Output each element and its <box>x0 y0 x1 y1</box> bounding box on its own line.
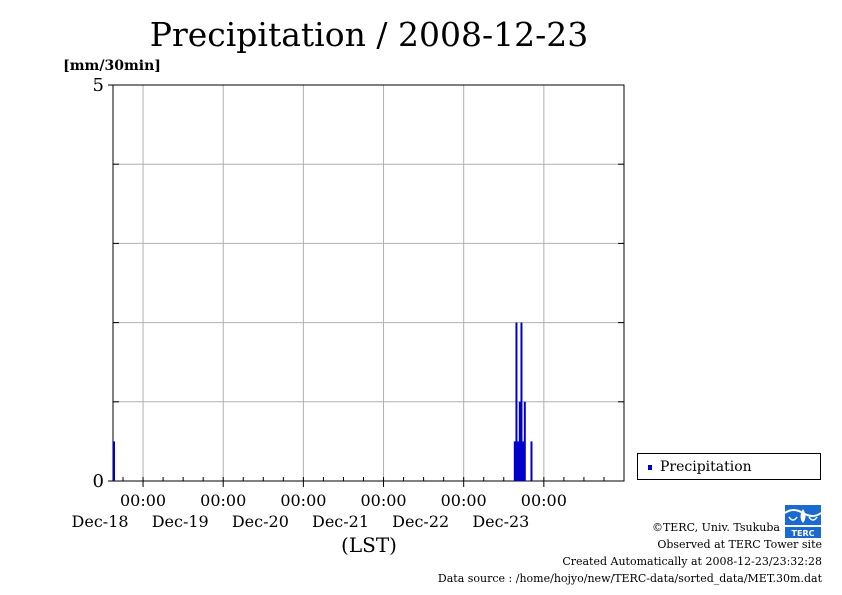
legend-label-precipitation: Precipitation <box>660 459 752 475</box>
x-tick-labels: 00:00 Dec-18 00:00 Dec-19 00:00 Dec-20 00:00 De… <box>72 491 567 531</box>
axis-ticks <box>108 84 625 487</box>
plot-frame <box>112 84 625 482</box>
x-tick-label-time: 00:00 <box>200 491 246 510</box>
legend: Precipitation <box>637 453 821 480</box>
x-tick-label-date: Dec-21 <box>312 512 369 531</box>
x-tick-label-date: Dec-20 <box>232 512 289 531</box>
footer-source: Data source : /home/hojyo/new/TERC-data/… <box>437 572 822 585</box>
chart-title: Precipitation / 2008-12-23 <box>150 15 588 54</box>
footer-observed: Observed at TERC Tower site <box>657 538 822 551</box>
logo-text: TERC <box>792 529 815 538</box>
bar-precipitation <box>517 441 520 481</box>
footer-created: Created Automatically at 2008-12-23/23:3… <box>562 555 822 568</box>
grid-lines <box>113 85 624 481</box>
bar-precipitation <box>515 322 518 481</box>
bar-precipitation <box>530 441 533 481</box>
x-tick-label-date: Dec-22 <box>392 512 449 531</box>
bar-precipitation <box>523 401 526 481</box>
bar-precipitation <box>518 401 521 481</box>
bar-precipitation <box>113 441 115 481</box>
y-tick-labels: 05 <box>93 75 104 492</box>
y-tick-label: 0 <box>93 471 104 492</box>
footer-copyright: ©TERC, Univ. Tsukuba <box>651 521 780 534</box>
x-tick-label-time: 00:00 <box>521 491 567 510</box>
terc-logo: TERC <box>784 505 822 538</box>
x-tick-label-date: Dec-23 <box>472 512 529 531</box>
bar-precipitation <box>520 322 523 481</box>
x-tick-label-date: Dec-19 <box>152 512 209 531</box>
bar-precipitation <box>522 441 525 481</box>
bar-precipitation <box>513 441 516 481</box>
x-axis-label: (LST) <box>341 533 397 557</box>
x-tick-label-date: Dec-18 <box>72 512 129 531</box>
y-tick-label: 5 <box>93 75 104 96</box>
x-tick-label-time: 00:00 <box>360 491 406 510</box>
bars-precipitation <box>113 322 533 481</box>
x-tick-label-time: 00:00 <box>441 491 487 510</box>
x-tick-label-time: 00:00 <box>280 491 326 510</box>
x-tick-label-time: 00:00 <box>120 491 166 510</box>
y-axis-label: [mm/30min] <box>63 58 161 74</box>
legend-swatch-precipitation <box>648 465 652 470</box>
